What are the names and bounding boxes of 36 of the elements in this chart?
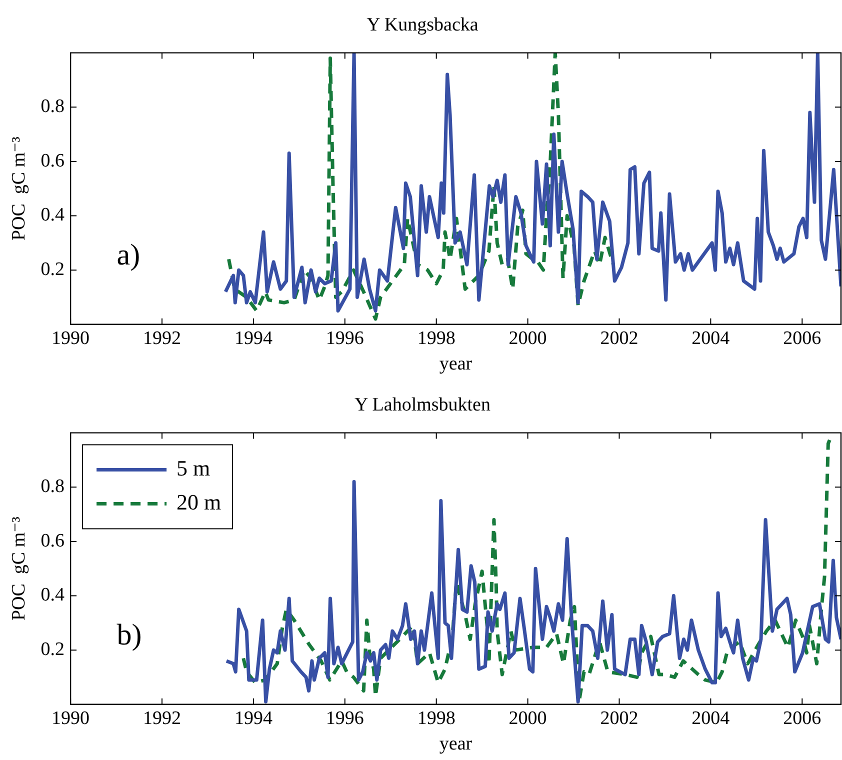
y-tick-label: 0.8 (40, 476, 65, 498)
y-tick-label: 0.4 (40, 584, 66, 606)
x-tick-label: 1992 (143, 328, 181, 349)
y-tick-label: 0.4 (40, 204, 66, 226)
legend-label: 20 m (176, 490, 222, 515)
x-tick-label: 1990 (52, 708, 90, 729)
annotation: a) (116, 238, 140, 272)
x-tick-label: 2006 (783, 328, 822, 349)
y-tick-label: 0.6 (40, 530, 65, 552)
chart-title: Y Kungsbacka (366, 14, 479, 36)
x-tick-label: 1996 (326, 328, 364, 349)
y-tick-label: 0.2 (40, 639, 65, 660)
y-tick-label: 0.2 (40, 259, 65, 280)
y-axis-title: POC gC m⁻³ (8, 516, 30, 621)
x-tick-label: 1996 (326, 708, 364, 729)
x-tick-label: 2000 (508, 708, 547, 729)
legend-label: 5 m (176, 456, 210, 481)
annotation: b) (116, 618, 142, 652)
y-tick-label: 0.6 (40, 150, 65, 172)
x-tick-label: 1998 (417, 328, 456, 349)
y-tick-label: 0.8 (40, 96, 65, 118)
x-tick-label: 1992 (143, 708, 181, 729)
y-axis-title: POC gC m⁻³ (8, 136, 30, 241)
x-tick-label: 2006 (783, 708, 822, 729)
x-axis-title: year (439, 734, 473, 755)
x-tick-label: 1994 (234, 708, 273, 729)
x-tick-label: 2002 (600, 708, 638, 729)
x-axis-title: year (439, 354, 473, 375)
x-tick-label: 1994 (234, 328, 273, 349)
x-tick-label: 2004 (692, 708, 730, 729)
x-tick-label: 2000 (508, 328, 547, 349)
x-tick-label: 1998 (417, 708, 456, 729)
chart-title: Y Laholmsbukten (354, 394, 491, 416)
x-tick-label: 2004 (692, 328, 730, 349)
x-tick-label: 1990 (52, 328, 90, 349)
x-tick-label: 2002 (600, 328, 638, 349)
